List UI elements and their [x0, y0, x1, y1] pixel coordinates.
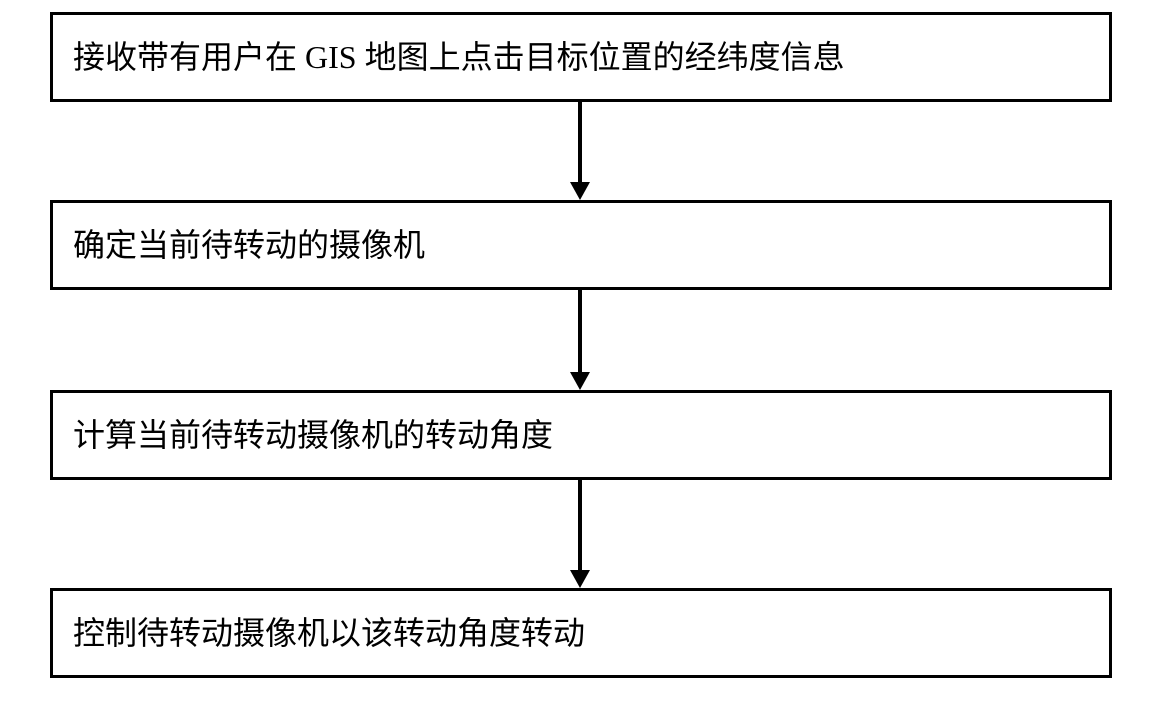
flow-step-3: 计算当前待转动摄像机的转动角度 — [50, 390, 1112, 480]
arrow-1-head — [570, 182, 590, 200]
flow-step-4: 控制待转动摄像机以该转动角度转动 — [50, 588, 1112, 678]
flow-step-3-label: 计算当前待转动摄像机的转动角度 — [73, 416, 553, 454]
flow-step-1-label: 接收带有用户在 GIS 地图上点击目标位置的经纬度信息 — [73, 38, 845, 76]
arrow-2-head — [570, 372, 590, 390]
flow-step-1: 接收带有用户在 GIS 地图上点击目标位置的经纬度信息 — [50, 12, 1112, 102]
flow-step-2-label: 确定当前待转动的摄像机 — [73, 226, 425, 264]
flow-step-2: 确定当前待转动的摄像机 — [50, 200, 1112, 290]
arrow-2-line — [578, 290, 582, 372]
arrow-3-line — [578, 480, 582, 570]
flow-step-4-label: 控制待转动摄像机以该转动角度转动 — [73, 614, 585, 652]
flowchart-container: 接收带有用户在 GIS 地图上点击目标位置的经纬度信息 确定当前待转动的摄像机 … — [0, 0, 1160, 712]
arrow-3-head — [570, 570, 590, 588]
arrow-1-line — [578, 102, 582, 182]
